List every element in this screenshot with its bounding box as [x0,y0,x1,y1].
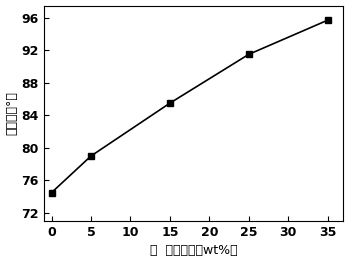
X-axis label: 蘆  麻油含量（wt%）: 蘆 麻油含量（wt%） [150,244,237,257]
Y-axis label: 接触角（°）: 接触角（°） [6,91,18,135]
